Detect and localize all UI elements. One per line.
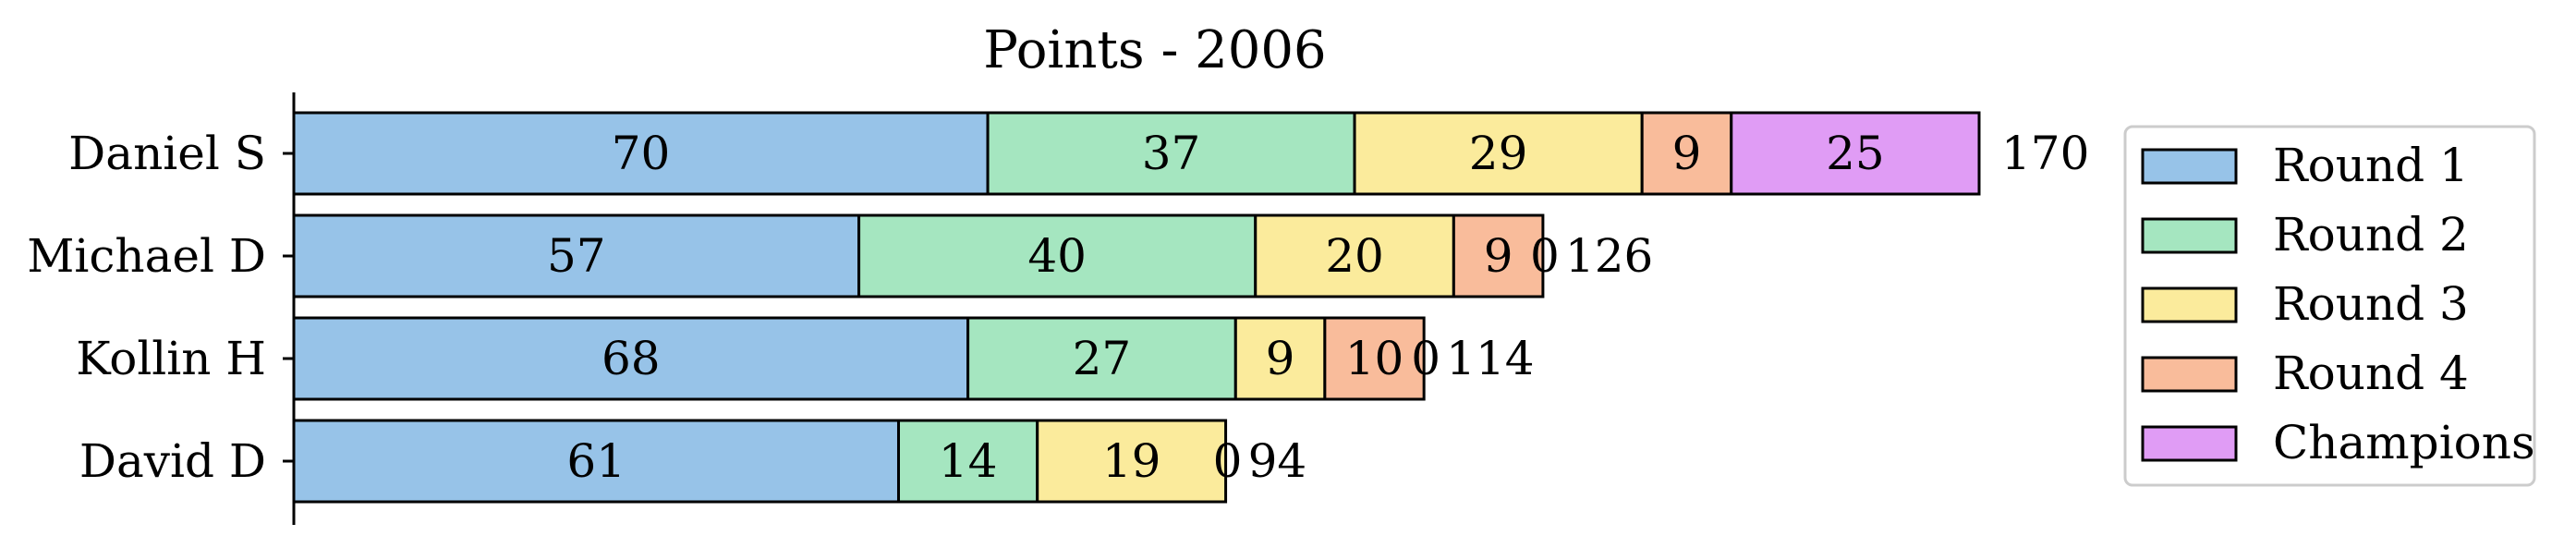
- value-label-michael-d-round-3: 20: [1325, 229, 1384, 283]
- bar-segment-michael-d-round-2: [857, 213, 1258, 298]
- category-label-michael-d: Michael D: [27, 229, 266, 283]
- bar-segment-kollin-h-round-4: [1323, 316, 1426, 401]
- legend: Round 1 Round 2 Round 3 Round 4 Champions: [2123, 125, 2536, 487]
- legend-label-champions: Champions: [2273, 416, 2535, 469]
- total-label-david-d: 94: [1248, 434, 1307, 488]
- legend-label-round-1: Round 1: [2273, 139, 2469, 192]
- value-label-daniel-s-round-1: 70: [612, 127, 671, 180]
- category-label-kollin-h: Kollin H: [76, 332, 266, 385]
- bar-segment-michael-d-round-4: [1452, 213, 1545, 298]
- bar-segment-daniel-s-round-3: [1353, 111, 1644, 196]
- bar-segment-daniel-s-champions: [1730, 111, 1981, 196]
- legend-label-round-2: Round 2: [2273, 208, 2469, 262]
- bar-segment-daniel-s-round-1: [292, 111, 990, 196]
- value-label-kollin-h-champions: 0: [1411, 332, 1440, 385]
- value-label-david-d-round-1: 61: [566, 434, 626, 488]
- legend-label-round-4: Round 4: [2273, 347, 2469, 400]
- value-label-kollin-h-round-2: 27: [1073, 332, 1132, 385]
- bar-segment-david-d-round-3: [1036, 419, 1228, 504]
- category-labels: Daniel S Michael D Kollin H David D: [27, 127, 294, 488]
- value-label-kollin-h-round-4: 10: [1345, 332, 1404, 385]
- value-label-daniel-s-round-2: 37: [1142, 127, 1201, 180]
- bar-segment-kollin-h-round-3: [1233, 316, 1327, 401]
- value-label-michael-d-round-1: 57: [547, 229, 606, 283]
- value-label-david-d-round-3: 19: [1102, 434, 1161, 488]
- chart-title: Points - 2006: [983, 20, 1326, 80]
- total-label-michael-d: 126: [1565, 229, 1653, 283]
- bar-segment-daniel-s-round-2: [986, 111, 1356, 196]
- value-label-daniel-s-round-3: 29: [1469, 127, 1528, 180]
- value-label-michael-d-round-4: 9: [1484, 229, 1513, 283]
- value-label-daniel-s-round-4: 9: [1672, 127, 1702, 180]
- legend-label-round-3: Round 3: [2273, 277, 2469, 331]
- legend-swatch-champions: [2141, 425, 2238, 462]
- bar-segment-david-d-round-1: [292, 419, 900, 504]
- total-label-daniel-s: 170: [2001, 127, 2089, 180]
- value-label-david-d-round-4: 0: [1213, 434, 1243, 488]
- legend-swatch-round-4: [2141, 356, 2238, 393]
- legend-swatch-round-3: [2141, 286, 2238, 323]
- legend-swatch-round-2: [2141, 217, 2238, 254]
- bar-segment-kollin-h-round-1: [292, 316, 970, 401]
- category-label-david-d: David D: [79, 434, 266, 488]
- total-label-kollin-h: 114: [1446, 332, 1534, 385]
- bar-segment-michael-d-round-3: [1254, 213, 1455, 298]
- legend-frame: [2123, 125, 2536, 487]
- value-label-michael-d-round-2: 40: [1027, 229, 1087, 283]
- value-label-kollin-h-round-3: 9: [1266, 332, 1295, 385]
- legend-swatch-round-1: [2141, 148, 2238, 185]
- value-label-kollin-h-round-1: 68: [601, 332, 661, 385]
- value-label-michael-d-champions: 0: [1530, 229, 1560, 283]
- value-label-david-d-round-2: 14: [939, 434, 998, 488]
- value-label-daniel-s-champions: 25: [1826, 127, 1885, 180]
- category-label-daniel-s: Daniel S: [68, 127, 266, 180]
